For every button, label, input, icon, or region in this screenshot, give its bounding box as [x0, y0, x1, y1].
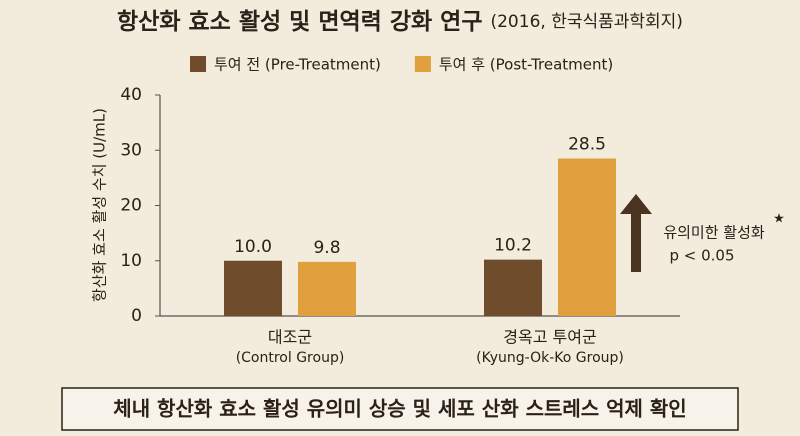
- annotation-star: ★: [773, 212, 785, 227]
- y-tick-label: 10: [120, 251, 142, 271]
- x-tick-label: 경옥고 투여군: [503, 328, 596, 347]
- y-tick-label: 0: [131, 306, 142, 326]
- x-tick-sublabel: (Kyung-Ok-Ko Group): [476, 350, 624, 366]
- x-tick-label: 대조군: [268, 328, 312, 347]
- value-label: 10.0: [234, 237, 272, 257]
- bar: [558, 158, 616, 316]
- conclusion: 체내 항산화 효소 활성 유의미 상승 및 세포 산화 스트레스 억제 확인: [113, 397, 686, 421]
- annotation-text: 유의미한 활성화: [663, 224, 765, 242]
- value-label: 9.8: [313, 238, 340, 258]
- y-tick-label: 20: [120, 196, 142, 216]
- annotation: 유의미한 활성화 ★ p < 0.05: [620, 194, 785, 272]
- annotation-note: p < 0.05: [669, 247, 734, 265]
- legend-swatch: [190, 56, 206, 72]
- legend-label: 투여 후 (Post-Treatment): [439, 56, 613, 74]
- chart-title: 항산화 효소 활성 및 면역력 강화 연구: [117, 9, 482, 35]
- y-tick-label: 30: [120, 140, 142, 160]
- y-tick-label: 40: [120, 85, 142, 105]
- legend-label: 투여 전 (Pre-Treatment): [214, 56, 381, 74]
- x-tick-sublabel: (Control Group): [236, 350, 345, 366]
- conclusion-box: [61, 387, 739, 431]
- value-label: 10.2: [494, 236, 532, 256]
- bar: [484, 259, 542, 316]
- value-label: 28.5: [568, 135, 606, 155]
- legend-swatch: [414, 56, 431, 72]
- y-axis-label: 항산화 효소 활성 수치 (U/mL): [91, 108, 109, 302]
- bar: [298, 261, 356, 316]
- chart-subtitle: (2016, 한국식품과학회지): [490, 12, 682, 32]
- bar: [224, 260, 282, 316]
- chart-title-group: 항산화 효소 활성 및 면역력 강화 연구 (2016, 한국식품과학회지): [117, 9, 683, 35]
- arrow-head: [620, 194, 652, 214]
